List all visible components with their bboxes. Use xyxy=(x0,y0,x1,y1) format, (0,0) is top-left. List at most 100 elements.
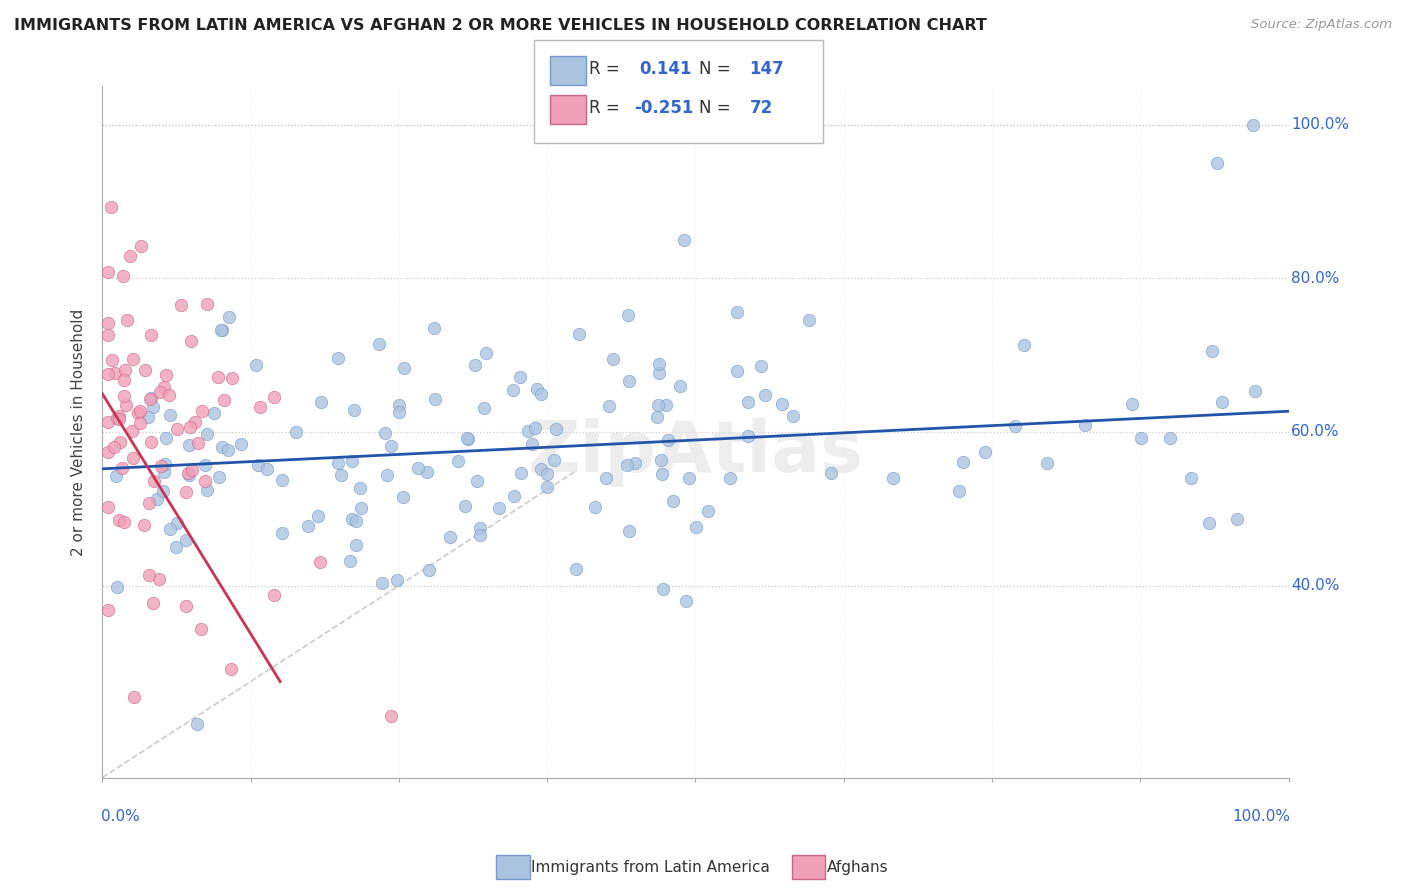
Point xyxy=(685,520,707,534)
Point xyxy=(669,379,692,393)
Point xyxy=(263,390,285,404)
Point xyxy=(454,500,477,514)
Point xyxy=(307,509,329,524)
Point xyxy=(184,415,207,429)
Point xyxy=(211,440,233,454)
Point xyxy=(530,461,553,475)
Point xyxy=(246,458,269,472)
Point xyxy=(108,412,131,426)
Point xyxy=(174,599,197,613)
Point xyxy=(339,553,361,567)
Text: R =: R = xyxy=(589,60,626,78)
Text: IMMIGRANTS FROM LATIN AMERICA VS AFGHAN 2 OR MORE VEHICLES IN HOUSEHOLD CORRELAT: IMMIGRANTS FROM LATIN AMERICA VS AFGHAN … xyxy=(14,18,987,33)
Point xyxy=(127,406,149,420)
Point xyxy=(470,528,492,542)
Point xyxy=(112,269,135,284)
Point xyxy=(375,467,398,482)
Point xyxy=(221,371,243,385)
Point xyxy=(139,391,162,405)
Point xyxy=(256,461,278,475)
Point xyxy=(617,374,640,388)
Point xyxy=(974,444,997,458)
Point xyxy=(217,442,239,457)
Point xyxy=(97,265,120,279)
Point xyxy=(219,662,242,676)
Point xyxy=(245,358,267,372)
Point xyxy=(948,484,970,499)
Point xyxy=(165,540,187,554)
Point xyxy=(523,421,546,435)
Point xyxy=(194,474,217,488)
Point xyxy=(672,233,695,247)
Point xyxy=(128,416,150,430)
Point xyxy=(565,562,588,576)
Point xyxy=(214,392,236,407)
Point xyxy=(1201,344,1223,359)
Point xyxy=(152,465,174,479)
Point xyxy=(344,515,367,529)
Point xyxy=(1241,118,1264,132)
Point xyxy=(583,500,606,515)
Point xyxy=(598,399,620,413)
Point xyxy=(782,409,804,424)
Text: Source: ZipAtlas.com: Source: ZipAtlas.com xyxy=(1251,18,1392,31)
Point xyxy=(380,439,402,453)
Point xyxy=(616,458,638,472)
Point xyxy=(725,364,748,378)
Point xyxy=(727,305,749,319)
Point xyxy=(624,456,647,470)
Text: 0.0%: 0.0% xyxy=(101,809,139,823)
Point xyxy=(1036,456,1059,470)
Point xyxy=(328,351,350,365)
Point xyxy=(1244,384,1267,398)
Point xyxy=(148,572,170,586)
Point xyxy=(526,382,548,396)
Point xyxy=(174,533,197,547)
Point xyxy=(882,471,904,485)
Point xyxy=(131,239,153,253)
Point xyxy=(647,398,669,412)
Point xyxy=(208,470,231,484)
Text: -0.251: -0.251 xyxy=(634,99,693,117)
Text: 100.0%: 100.0% xyxy=(1232,809,1289,823)
Point xyxy=(488,500,510,515)
Point xyxy=(152,484,174,499)
Point xyxy=(263,588,285,602)
Point xyxy=(770,397,793,411)
Point xyxy=(271,526,294,541)
Point xyxy=(155,368,177,382)
Point xyxy=(1206,156,1229,170)
Point xyxy=(138,392,160,407)
Point xyxy=(114,398,136,412)
Text: 147: 147 xyxy=(749,60,785,78)
Point xyxy=(568,326,591,341)
Point xyxy=(1074,417,1097,432)
Point xyxy=(330,467,353,482)
Point xyxy=(122,451,145,466)
Point xyxy=(326,456,349,470)
Point xyxy=(447,453,470,467)
Point xyxy=(112,389,135,403)
Point xyxy=(159,408,181,422)
Point xyxy=(1130,431,1153,445)
Point xyxy=(416,465,439,479)
Point xyxy=(139,435,162,450)
Point xyxy=(1198,516,1220,530)
Point xyxy=(108,434,131,449)
Point xyxy=(1226,511,1249,525)
Point xyxy=(349,481,371,495)
Text: Afghans: Afghans xyxy=(827,860,889,874)
Point xyxy=(371,576,394,591)
Point xyxy=(142,596,165,610)
Point xyxy=(652,582,675,597)
Point xyxy=(392,360,415,375)
Point xyxy=(195,296,218,310)
Point xyxy=(340,512,363,526)
Point xyxy=(662,494,685,508)
Point xyxy=(180,463,202,477)
Point xyxy=(121,424,143,438)
Point xyxy=(139,328,162,343)
Point xyxy=(114,362,136,376)
Point xyxy=(166,422,188,436)
Point xyxy=(97,444,120,458)
